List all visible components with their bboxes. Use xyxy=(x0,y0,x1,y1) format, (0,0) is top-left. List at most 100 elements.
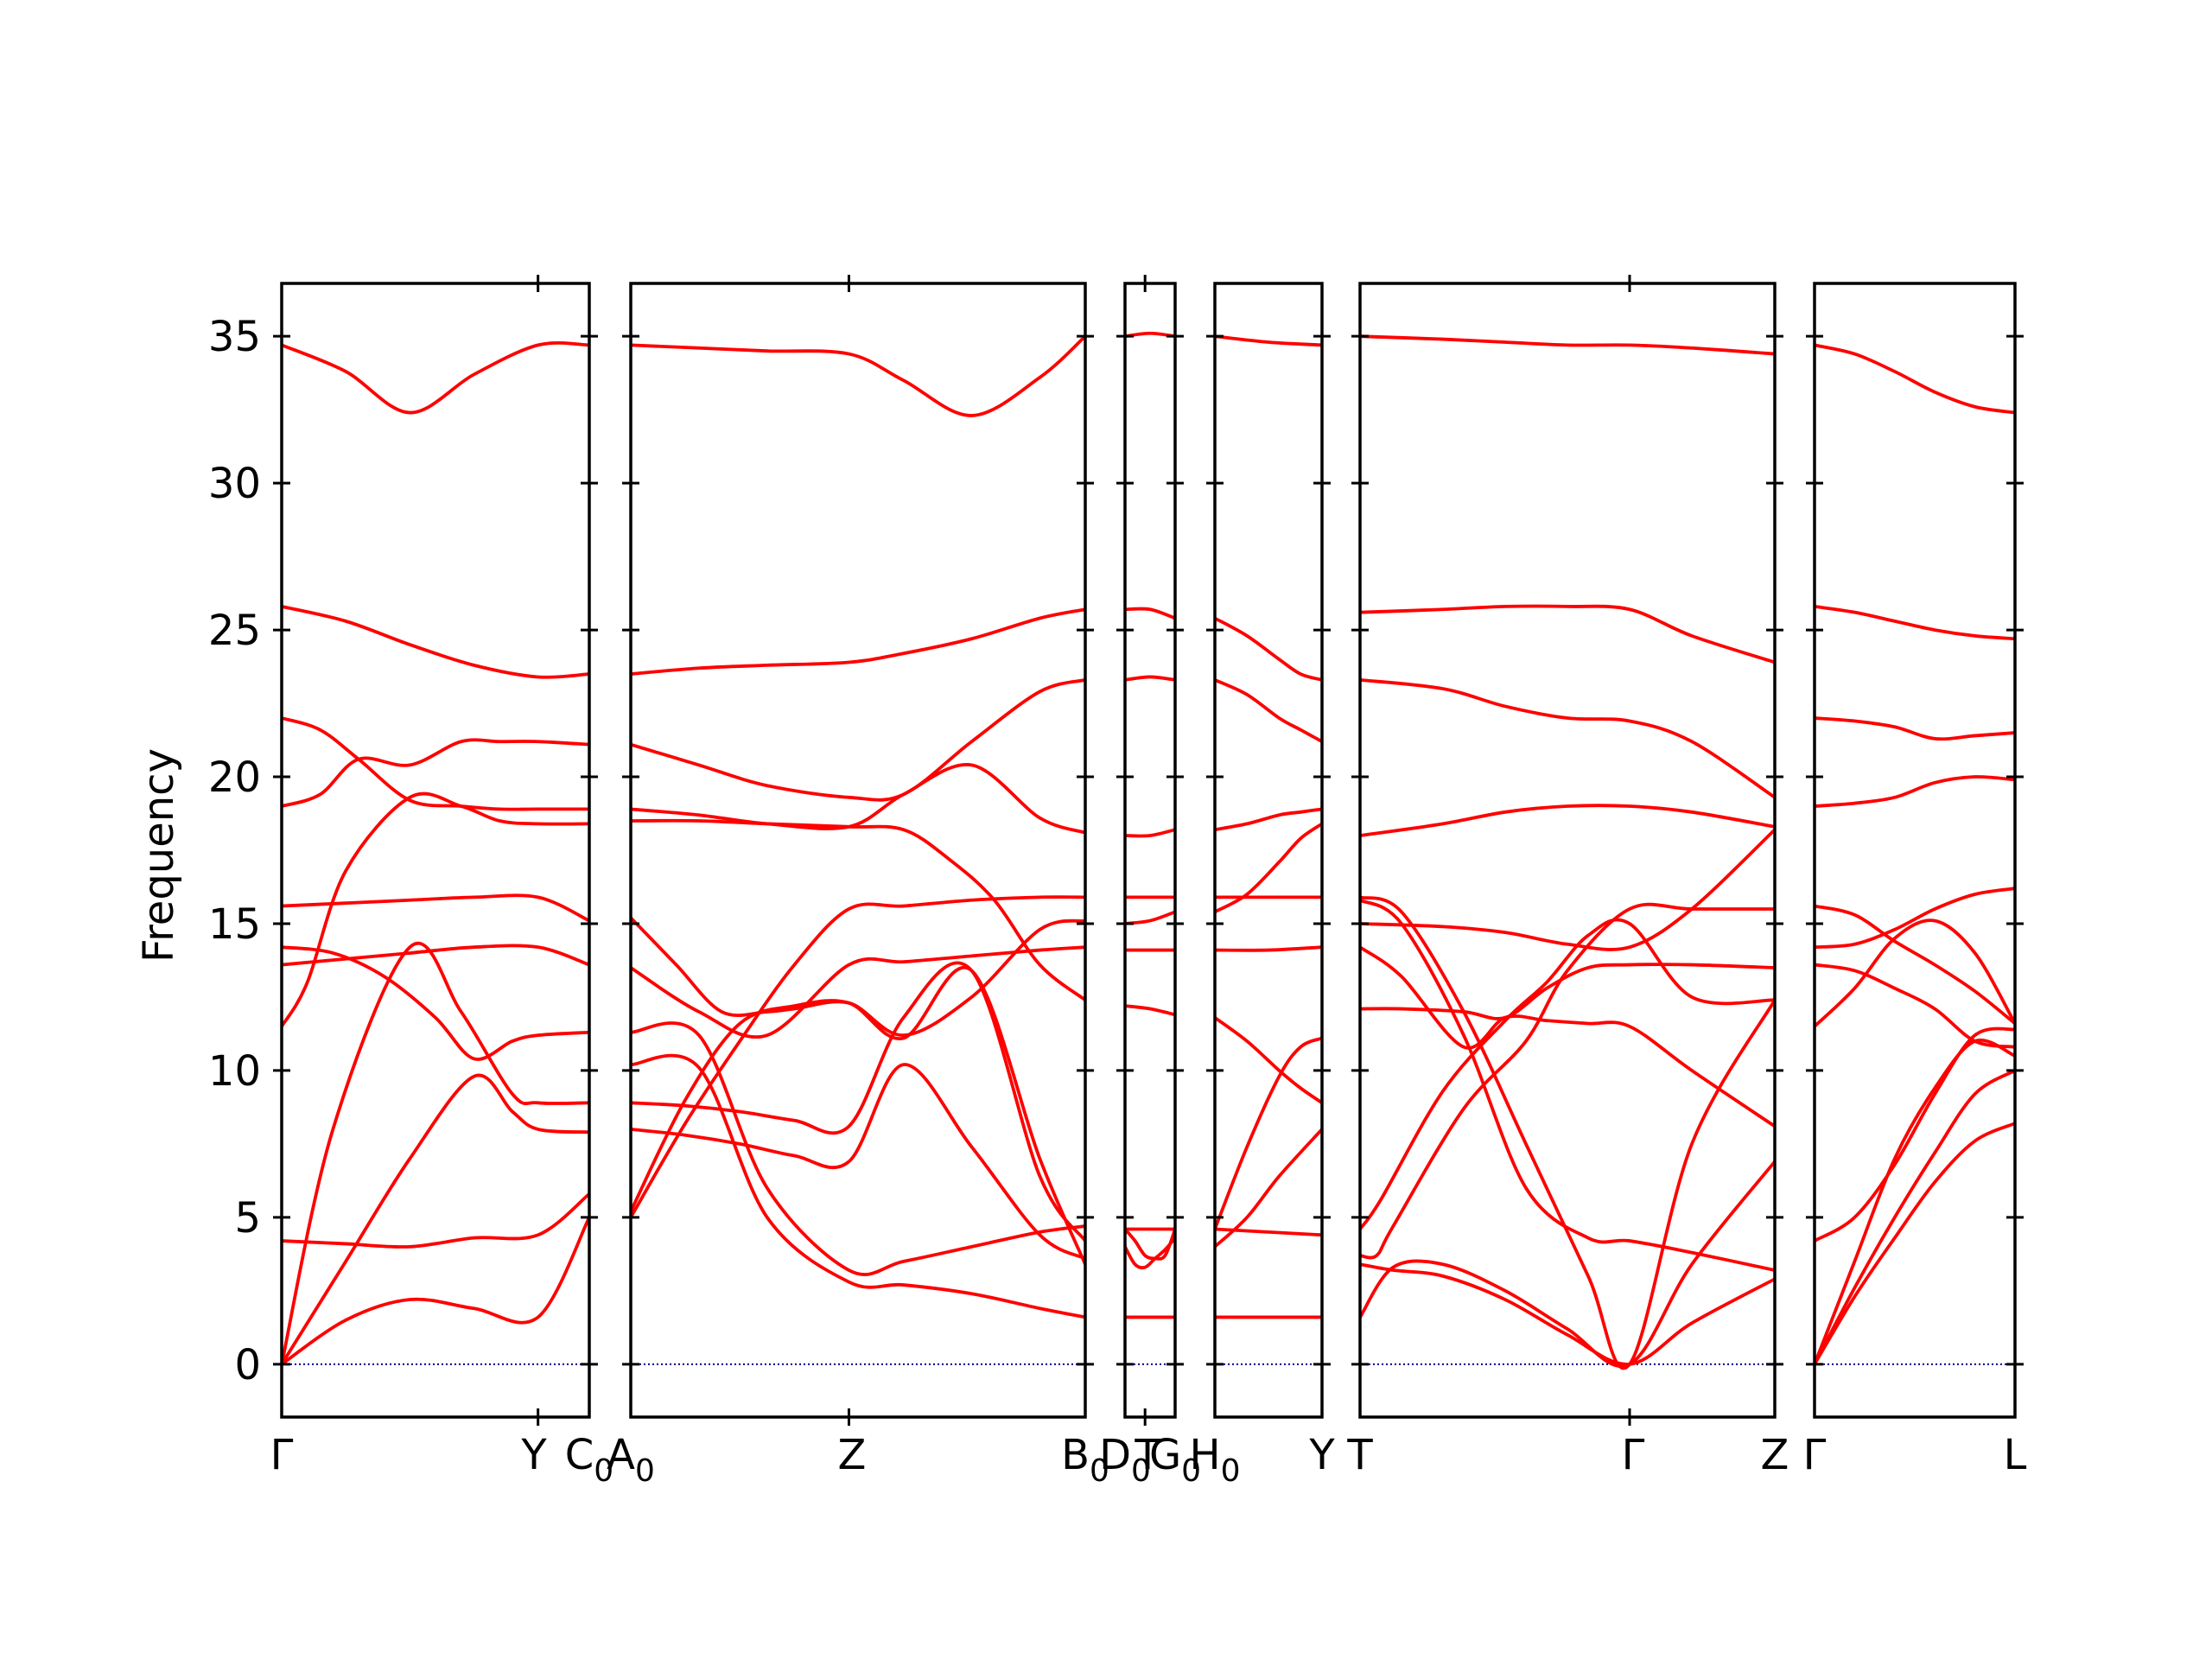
band-line xyxy=(1815,716,2015,741)
band-line xyxy=(1215,945,1322,952)
kpoint-label: Y xyxy=(1308,1431,1335,1479)
band-line xyxy=(1215,1128,1322,1249)
kpoint-label: C0 xyxy=(565,1431,613,1489)
kpoint-label: Γ xyxy=(1622,1431,1645,1479)
band-line xyxy=(1815,1122,2015,1366)
band-line xyxy=(1125,607,1175,620)
band-line xyxy=(631,916,1085,1038)
panel-frame xyxy=(1213,282,1324,1419)
kpoint-label: G0 xyxy=(1149,1431,1201,1489)
band-line xyxy=(282,791,589,1028)
kpoint-label: Γ xyxy=(1803,1431,1827,1479)
y-tick-label: 0 xyxy=(234,1341,261,1389)
kpoint-label: Γ xyxy=(270,1431,294,1479)
band-line xyxy=(631,945,1085,1039)
kpoint-label: Y xyxy=(520,1431,547,1479)
kpoint-label: L xyxy=(2004,1431,2027,1479)
band-line xyxy=(1215,807,1322,832)
panel-frame xyxy=(1358,282,1777,1419)
panel-3 xyxy=(1116,275,1184,1426)
band-line xyxy=(282,604,589,679)
band-line xyxy=(1360,804,1775,837)
band-line xyxy=(1815,1027,2015,1243)
band-line xyxy=(631,961,1085,1243)
kpoint-label: T xyxy=(1346,1431,1373,1479)
band-group xyxy=(282,340,589,1366)
band-line xyxy=(1815,963,2015,1049)
y-axis-label: Frequency xyxy=(135,748,183,963)
kpoint-label: B0 xyxy=(1061,1431,1109,1489)
panel-1 xyxy=(273,275,598,1426)
band-line xyxy=(1360,902,1775,1260)
band-line xyxy=(631,1021,1085,1276)
band-line xyxy=(1360,828,1775,951)
band-line xyxy=(631,1053,1085,1319)
panel-2 xyxy=(622,275,1094,1426)
band-line xyxy=(1815,904,2015,1026)
band-line xyxy=(1360,604,1775,664)
y-tick-label: 10 xyxy=(208,1047,261,1096)
band-group xyxy=(1360,334,1775,1370)
band-line xyxy=(1360,918,1775,1231)
band-line xyxy=(1215,677,1322,744)
band-group xyxy=(1125,331,1175,1319)
y-tick-label: 30 xyxy=(208,460,261,508)
band-line xyxy=(1125,675,1175,682)
band-group xyxy=(1215,334,1322,1319)
panel-frame xyxy=(629,282,1087,1419)
band-line xyxy=(631,1063,1085,1261)
band-line xyxy=(1815,343,2015,415)
band-line xyxy=(1215,822,1322,914)
band-line xyxy=(631,334,1085,417)
band-line xyxy=(1215,334,1322,347)
kpoint-label: Z xyxy=(1761,1431,1789,1479)
panels-layer xyxy=(273,275,2024,1426)
band-line xyxy=(282,1192,589,1249)
kpoint-label: Z xyxy=(838,1431,867,1479)
band-line xyxy=(1125,828,1175,838)
band-line xyxy=(631,895,1085,1219)
band-line xyxy=(1215,1227,1322,1237)
band-line xyxy=(1815,918,2015,1028)
band-line xyxy=(282,738,589,808)
y-tick-label: 35 xyxy=(208,313,261,361)
band-line xyxy=(631,818,1085,1002)
band-group xyxy=(631,334,1085,1319)
band-line xyxy=(282,1215,589,1366)
band-line xyxy=(1815,775,2015,808)
band-line xyxy=(631,607,1085,676)
band-line xyxy=(1215,1036,1322,1231)
band-line xyxy=(1125,1236,1175,1270)
band-line xyxy=(1360,1262,1775,1366)
y-tick-label: 25 xyxy=(208,607,261,655)
band-line xyxy=(1360,895,1775,1370)
band-line xyxy=(1215,616,1322,682)
kpoint-label: H0 xyxy=(1190,1431,1241,1489)
panel-frame xyxy=(280,282,591,1419)
kpoint-label: D0 xyxy=(1099,1431,1151,1489)
band-line xyxy=(1815,604,2015,641)
band-line xyxy=(282,1073,589,1366)
band-line xyxy=(1125,1004,1175,1017)
band-line xyxy=(1360,963,1775,1020)
band-line xyxy=(631,966,1085,1267)
band-line xyxy=(1815,887,2015,950)
panel-5 xyxy=(1351,275,1783,1426)
band-line xyxy=(282,945,589,1061)
panel-6 xyxy=(1806,282,2024,1419)
band-group xyxy=(1815,343,2015,1366)
panel-frame xyxy=(1813,282,2017,1419)
band-line xyxy=(282,340,589,415)
band-line xyxy=(631,677,1085,802)
band-line xyxy=(1815,1069,2015,1366)
band-line xyxy=(1215,1015,1322,1105)
band-line xyxy=(282,944,589,967)
band-line xyxy=(631,763,1085,835)
band-line xyxy=(1125,910,1175,925)
y-tick-label: 20 xyxy=(208,753,261,802)
y-tick-labels: 0 5 10 15 20 25 30 35 xyxy=(208,313,261,1389)
kpoint-label: A0 xyxy=(607,1431,655,1489)
band-line xyxy=(1360,1160,1775,1368)
